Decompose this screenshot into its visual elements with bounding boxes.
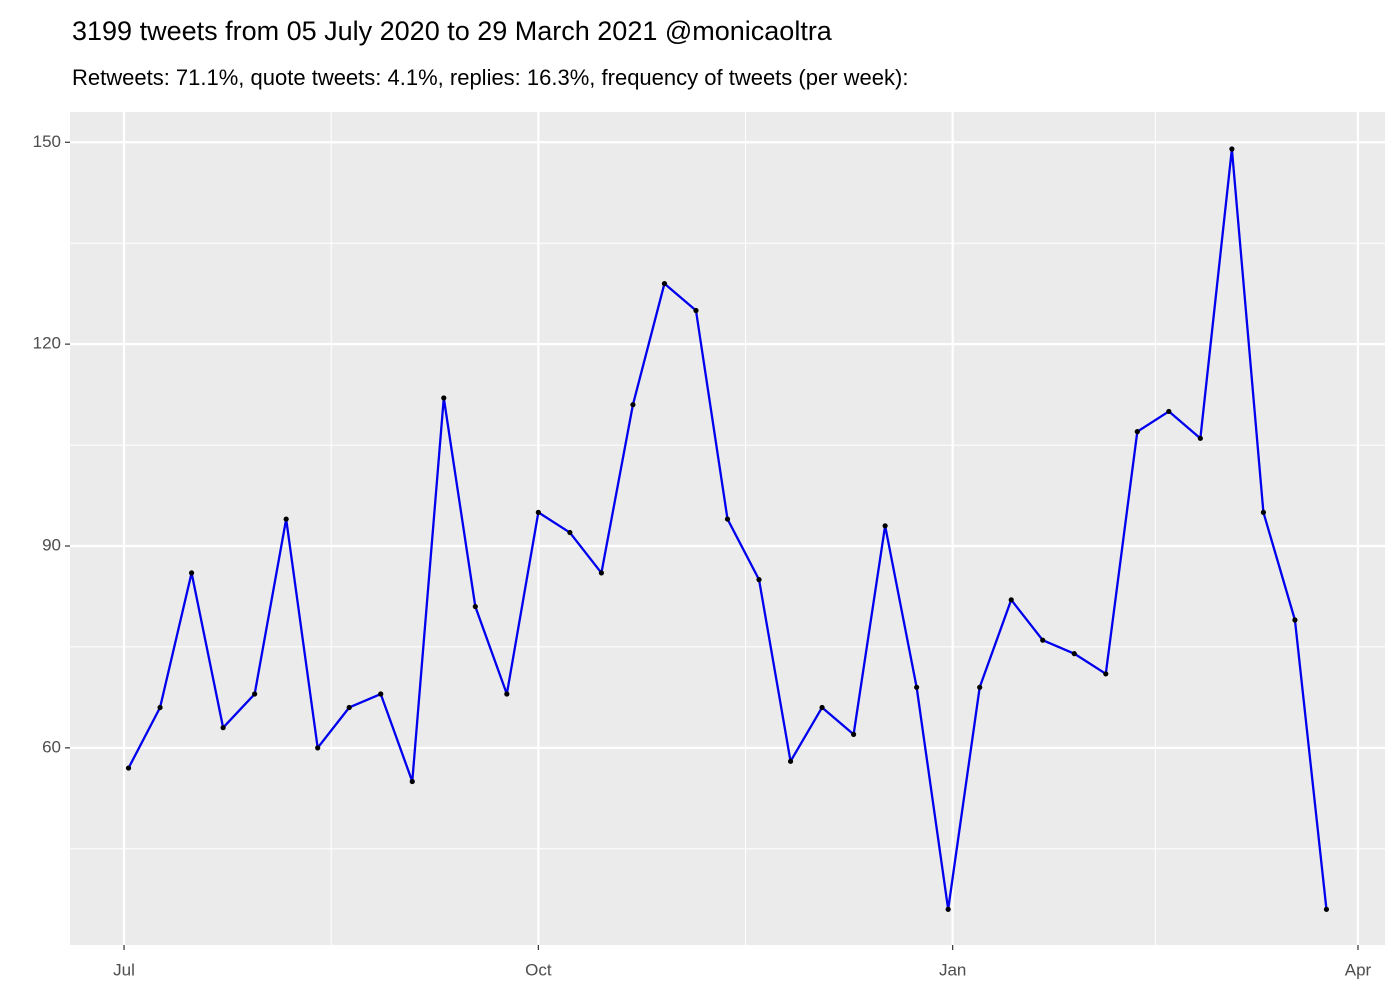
point <box>850 731 857 737</box>
point <box>756 577 762 583</box>
y-tick-label: 60 <box>42 737 61 756</box>
point <box>125 765 132 771</box>
point <box>1071 651 1077 657</box>
point <box>787 758 794 764</box>
point <box>504 691 510 697</box>
point <box>283 516 289 522</box>
point <box>693 307 699 314</box>
point <box>1103 671 1109 677</box>
chart-subtitle: Retweets: 71.1%, quote tweets: 4.1%, rep… <box>72 65 908 90</box>
point <box>724 516 731 522</box>
point <box>1166 408 1172 415</box>
chart-title: 3199 tweets from 05 July 2020 to 29 Marc… <box>72 16 833 46</box>
panel <box>70 112 1385 945</box>
point <box>378 691 384 697</box>
point <box>409 778 415 785</box>
x-tick-label: Oct <box>525 960 552 979</box>
y-tick-label: 90 <box>42 535 61 554</box>
point <box>882 523 888 529</box>
y-tick-label: 120 <box>33 334 61 353</box>
point <box>220 725 226 731</box>
point <box>914 684 920 690</box>
point <box>188 570 195 576</box>
point <box>1008 597 1014 603</box>
point <box>346 704 352 711</box>
y-tick-label: 150 <box>33 132 61 151</box>
x-tick-label: Jul <box>113 960 135 979</box>
point <box>252 691 258 697</box>
point <box>1292 617 1298 623</box>
point <box>661 280 668 287</box>
point <box>1323 906 1330 912</box>
point <box>1229 146 1235 152</box>
point <box>1040 637 1046 643</box>
point <box>819 704 825 711</box>
point <box>315 745 321 751</box>
point <box>567 529 573 536</box>
point <box>157 704 163 711</box>
point <box>1134 429 1140 435</box>
point <box>441 395 447 401</box>
point <box>598 570 605 576</box>
x-tick-label: Jan <box>939 960 966 979</box>
point <box>630 402 636 408</box>
x-tick-label: Apr <box>1345 960 1372 979</box>
point <box>1260 509 1267 515</box>
point <box>945 906 951 912</box>
point <box>1197 435 1203 441</box>
point <box>472 603 478 610</box>
point <box>977 684 983 690</box>
point <box>535 509 541 515</box>
